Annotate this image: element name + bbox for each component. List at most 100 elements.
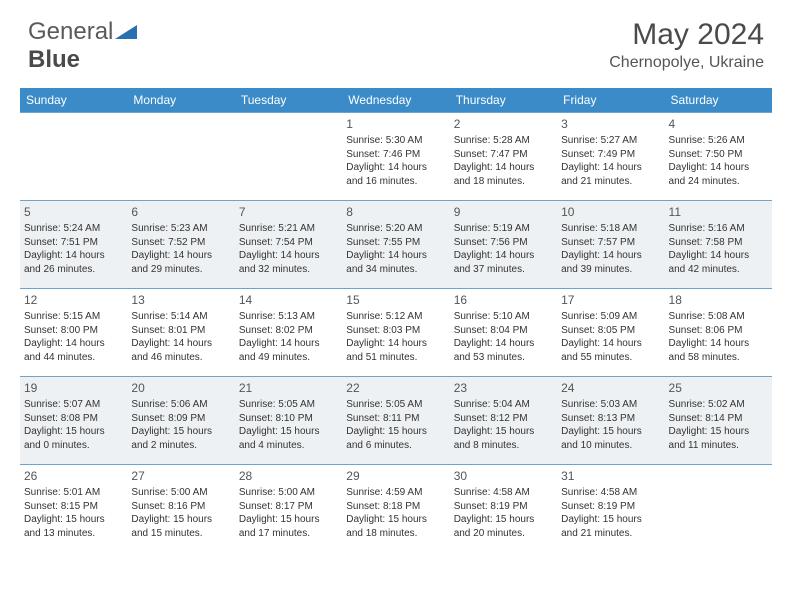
day-number: 27 <box>131 468 230 484</box>
day-info: Sunrise: 5:21 AMSunset: 7:54 PMDaylight:… <box>239 222 338 276</box>
logo-triangle-icon <box>115 18 137 46</box>
sunset: Sunset: 8:10 PM <box>239 412 338 426</box>
day-number: 22 <box>346 380 445 396</box>
sunset: Sunset: 7:47 PM <box>454 148 553 162</box>
daylight: Daylight: 15 hours and 8 minutes. <box>454 425 553 452</box>
sunset: Sunset: 8:03 PM <box>346 324 445 338</box>
sunset: Sunset: 8:02 PM <box>239 324 338 338</box>
sunset: Sunset: 8:06 PM <box>669 324 768 338</box>
day-number: 8 <box>346 204 445 220</box>
sunset: Sunset: 7:58 PM <box>669 236 768 250</box>
sunrise: Sunrise: 5:30 AM <box>346 134 445 148</box>
calendar-cell: 26 Sunrise: 5:01 AMSunset: 8:15 PMDayligh… <box>20 465 127 553</box>
calendar-cell: 25 Sunrise: 5:02 AMSunset: 8:14 PMDayligh… <box>665 377 772 465</box>
sunset: Sunset: 8:11 PM <box>346 412 445 426</box>
day-number: 10 <box>561 204 660 220</box>
calendar-cell: 12Sunrise: 5:15 AMSunset: 8:00 PMDayligh… <box>20 289 127 377</box>
daylight: Daylight: 15 hours and 20 minutes. <box>454 513 553 540</box>
day-number: 17 <box>561 292 660 308</box>
day-info: Sunrise: 5:01 AMSunset: 8:15 PMDaylight:… <box>24 486 123 540</box>
day-info: Sunrise: 5:18 AMSunset: 7:57 PMDaylight:… <box>561 222 660 276</box>
calendar-week: 19 Sunrise: 5:07 AMSunset: 8:08 PMDayligh… <box>20 377 772 465</box>
day-number: 14 <box>239 292 338 308</box>
daylight: Daylight: 14 hours and 16 minutes. <box>346 161 445 188</box>
daylight: Daylight: 14 hours and 44 minutes. <box>24 337 123 364</box>
sunset: Sunset: 8:14 PM <box>669 412 768 426</box>
sunrise: Sunrise: 5:24 AM <box>24 222 123 236</box>
day-info: Sunrise: 5:19 AMSunset: 7:56 PMDaylight:… <box>454 222 553 276</box>
location: Chernopolye, Ukraine <box>609 54 764 72</box>
calendar-cell: 27Sunrise: 5:00 AMSunset: 8:16 PMDayligh… <box>127 465 234 553</box>
sunset: Sunset: 7:46 PM <box>346 148 445 162</box>
sunrise: Sunrise: 4:58 AM <box>454 486 553 500</box>
calendar-week: 5Sunrise: 5:24 AMSunset: 7:51 PMDaylight… <box>20 201 772 289</box>
sunrise: Sunrise: 5:09 AM <box>561 310 660 324</box>
sunset: Sunset: 8:17 PM <box>239 500 338 514</box>
calendar-cell: 29 Sunrise: 4:59 AMSunset: 8:18 PMDayligh… <box>342 465 449 553</box>
day-number: 29 <box>346 468 445 484</box>
daylight: Daylight: 14 hours and 18 minutes. <box>454 161 553 188</box>
sunrise: Sunrise: 5:10 AM <box>454 310 553 324</box>
day-info: Sunrise: 5:08 AMSunset: 8:06 PMDaylight:… <box>669 310 768 364</box>
day-number: 19 <box>24 380 123 396</box>
day-number: 2 <box>454 116 553 132</box>
day-info: Sunrise: 5:02 AMSunset: 8:14 PMDaylight:… <box>669 398 768 452</box>
sunrise: Sunrise: 5:05 AM <box>239 398 338 412</box>
calendar-cell: 17Sunrise: 5:09 AMSunset: 8:05 PMDayligh… <box>557 289 664 377</box>
daylight: Daylight: 15 hours and 6 minutes. <box>346 425 445 452</box>
sunset: Sunset: 8:05 PM <box>561 324 660 338</box>
calendar-week: 26 Sunrise: 5:01 AMSunset: 8:15 PMDayligh… <box>20 465 772 553</box>
day-number: 20 <box>131 380 230 396</box>
daylight: Daylight: 15 hours and 17 minutes. <box>239 513 338 540</box>
sunrise: Sunrise: 5:16 AM <box>669 222 768 236</box>
day-info: Sunrise: 5:07 AMSunset: 8:08 PMDaylight:… <box>24 398 123 452</box>
daylight: Daylight: 14 hours and 32 minutes. <box>239 249 338 276</box>
calendar-table: SundayMondayTuesdayWednesdayThursdayFrid… <box>20 88 772 553</box>
day-info: Sunrise: 5:05 AMSunset: 8:11 PMDaylight:… <box>346 398 445 452</box>
daylight: Daylight: 15 hours and 18 minutes. <box>346 513 445 540</box>
calendar-cell: 31 Sunrise: 4:58 AMSunset: 8:19 PMDayligh… <box>557 465 664 553</box>
calendar-cell: 13Sunrise: 5:14 AMSunset: 8:01 PMDayligh… <box>127 289 234 377</box>
calendar-cell: 14Sunrise: 5:13 AMSunset: 8:02 PMDayligh… <box>235 289 342 377</box>
calendar-cell <box>127 113 234 201</box>
sunrise: Sunrise: 4:58 AM <box>561 486 660 500</box>
day-info: Sunrise: 4:58 AMSunset: 8:19 PMDaylight:… <box>561 486 660 540</box>
daylight: Daylight: 14 hours and 29 minutes. <box>131 249 230 276</box>
sunset: Sunset: 8:12 PM <box>454 412 553 426</box>
day-number: 9 <box>454 204 553 220</box>
day-number: 3 <box>561 116 660 132</box>
calendar-cell: 21Sunrise: 5:05 AMSunset: 8:10 PMDayligh… <box>235 377 342 465</box>
day-number: 26 <box>24 468 123 484</box>
sunset: Sunset: 8:09 PM <box>131 412 230 426</box>
sunrise: Sunrise: 5:12 AM <box>346 310 445 324</box>
calendar-week: 1Sunrise: 5:30 AMSunset: 7:46 PMDaylight… <box>20 113 772 201</box>
daylight: Daylight: 15 hours and 10 minutes. <box>561 425 660 452</box>
daylight: Daylight: 15 hours and 11 minutes. <box>669 425 768 452</box>
sunrise: Sunrise: 5:27 AM <box>561 134 660 148</box>
daylight: Daylight: 15 hours and 13 minutes. <box>24 513 123 540</box>
sunset: Sunset: 8:00 PM <box>24 324 123 338</box>
daylight: Daylight: 14 hours and 34 minutes. <box>346 249 445 276</box>
weekday-header: Thursday <box>450 88 557 113</box>
day-number: 5 <box>24 204 123 220</box>
calendar-cell: 28Sunrise: 5:00 AMSunset: 8:17 PMDayligh… <box>235 465 342 553</box>
sunset: Sunset: 7:50 PM <box>669 148 768 162</box>
sunset: Sunset: 8:15 PM <box>24 500 123 514</box>
day-info: Sunrise: 5:15 AMSunset: 8:00 PMDaylight:… <box>24 310 123 364</box>
sunrise: Sunrise: 5:04 AM <box>454 398 553 412</box>
calendar-cell: 8Sunrise: 5:20 AMSunset: 7:55 PMDaylight… <box>342 201 449 289</box>
day-info: Sunrise: 5:04 AMSunset: 8:12 PMDaylight:… <box>454 398 553 452</box>
sunset: Sunset: 8:16 PM <box>131 500 230 514</box>
sunset: Sunset: 8:08 PM <box>24 412 123 426</box>
logo-text: General Blue <box>28 18 137 74</box>
day-info: Sunrise: 4:59 AMSunset: 8:18 PMDaylight:… <box>346 486 445 540</box>
sunrise: Sunrise: 5:26 AM <box>669 134 768 148</box>
daylight: Daylight: 15 hours and 2 minutes. <box>131 425 230 452</box>
day-number: 6 <box>131 204 230 220</box>
calendar-cell: 11Sunrise: 5:16 AMSunset: 7:58 PMDayligh… <box>665 201 772 289</box>
header: General Blue May 2024 Chernopolye, Ukrai… <box>0 0 792 82</box>
sunset: Sunset: 8:19 PM <box>454 500 553 514</box>
day-number: 25 <box>669 380 768 396</box>
day-info: Sunrise: 5:12 AMSunset: 8:03 PMDaylight:… <box>346 310 445 364</box>
day-number: 31 <box>561 468 660 484</box>
